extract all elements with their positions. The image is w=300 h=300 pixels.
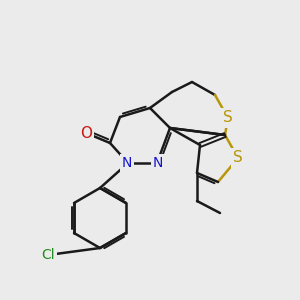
- Text: S: S: [223, 110, 233, 125]
- Text: S: S: [233, 151, 243, 166]
- Text: O: O: [80, 125, 92, 140]
- Text: Cl: Cl: [41, 248, 55, 262]
- Text: N: N: [153, 156, 163, 170]
- Text: N: N: [122, 156, 132, 170]
